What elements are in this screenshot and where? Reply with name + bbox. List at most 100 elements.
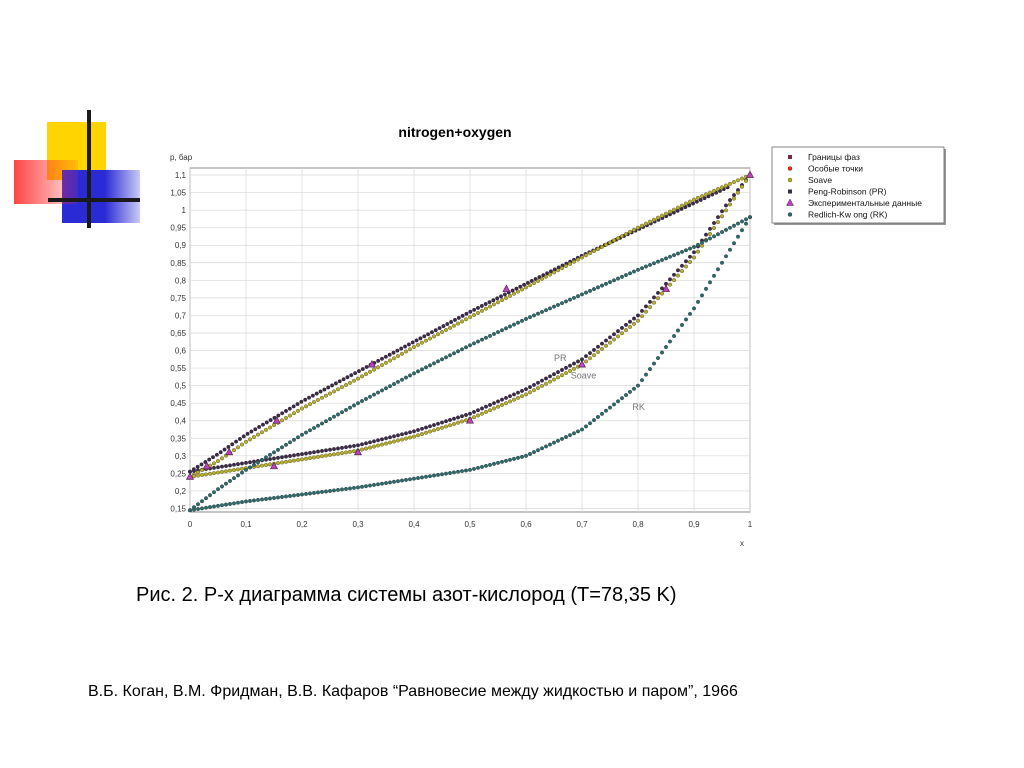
data-point (736, 221, 740, 226)
data-point (612, 337, 616, 342)
data-point (426, 332, 431, 337)
data-point (692, 306, 696, 311)
data-point (624, 328, 628, 333)
data-point (440, 357, 444, 362)
data-point (660, 350, 664, 355)
data-point (720, 214, 724, 219)
data-point (704, 286, 708, 291)
data-point (476, 305, 480, 310)
data-point (276, 495, 280, 500)
data-point (344, 450, 348, 455)
data-point (748, 215, 752, 220)
data-point (218, 450, 223, 455)
data-point (260, 497, 264, 502)
data-point (504, 326, 508, 331)
data-point (388, 480, 392, 485)
data-point (253, 427, 258, 432)
data-point (212, 490, 216, 495)
data-point (688, 246, 692, 251)
data-point (516, 390, 520, 395)
data-point (483, 302, 488, 307)
data-point (222, 447, 227, 452)
data-point (248, 460, 252, 465)
y-tick-label: 0,15 (170, 504, 186, 513)
data-point (292, 493, 296, 498)
data-point (552, 304, 556, 309)
data-point (556, 268, 560, 273)
data-point (336, 446, 340, 451)
x-tick-label: 0,1 (240, 520, 252, 529)
curve-annotation: Soave (571, 371, 597, 381)
data-point (320, 448, 324, 453)
data-point (672, 334, 676, 338)
data-point (556, 302, 560, 307)
experimental-point (185, 472, 195, 480)
data-point (660, 291, 664, 296)
data-point (616, 276, 620, 281)
data-point (564, 264, 568, 268)
data-point (280, 455, 284, 460)
data-point (216, 503, 220, 508)
data-point (284, 409, 288, 413)
data-point (212, 461, 216, 466)
data-point (428, 363, 432, 368)
data-point (684, 264, 688, 269)
data-point (200, 506, 204, 511)
data-point (620, 234, 624, 239)
data-point (300, 492, 304, 497)
data-point (528, 283, 532, 288)
data-point (640, 308, 644, 313)
data-point (200, 473, 204, 477)
experimental-data (185, 170, 755, 480)
data-point (328, 488, 332, 493)
data-point (660, 286, 664, 291)
data-point (608, 280, 612, 285)
data-point (508, 399, 512, 404)
data-point (472, 313, 476, 318)
data-point (488, 462, 492, 467)
data-point (540, 309, 544, 314)
data-point (376, 358, 381, 363)
data-point (508, 293, 512, 298)
data-point (376, 390, 380, 395)
data-point (244, 467, 248, 472)
data-point (716, 267, 720, 272)
data-point (488, 304, 492, 309)
data-point (576, 294, 580, 299)
data-point (444, 355, 448, 360)
data-point (433, 328, 438, 333)
data-point (252, 498, 256, 503)
data-point (516, 395, 520, 400)
data-point (712, 188, 716, 193)
data-point (320, 454, 324, 459)
data-point (468, 411, 472, 416)
data-point (232, 476, 236, 481)
data-point (592, 287, 596, 292)
data-point (307, 395, 311, 400)
y-tick-label: 0,35 (170, 434, 186, 443)
data-point (348, 444, 352, 449)
data-point (256, 432, 260, 437)
x-tick-label: 0,4 (408, 520, 420, 529)
data-point (412, 345, 416, 349)
legend-marker (787, 166, 793, 171)
data-point (348, 380, 352, 385)
data-point (499, 294, 503, 299)
data-point (692, 197, 696, 202)
data-point (568, 261, 572, 266)
data-point (416, 369, 420, 374)
data-point (604, 408, 608, 413)
data-point (680, 323, 684, 327)
data-point (428, 429, 432, 434)
y-tick-label: 0,4 (175, 417, 187, 426)
data-point (280, 495, 284, 499)
data-point (428, 424, 432, 429)
data-point (632, 321, 636, 326)
x-tick-label: 0,6 (520, 520, 532, 529)
data-point (728, 198, 732, 203)
data-point (552, 270, 556, 275)
experimental-point (502, 284, 511, 292)
data-point (372, 444, 376, 449)
data-point (292, 453, 296, 458)
data-point (364, 441, 368, 446)
